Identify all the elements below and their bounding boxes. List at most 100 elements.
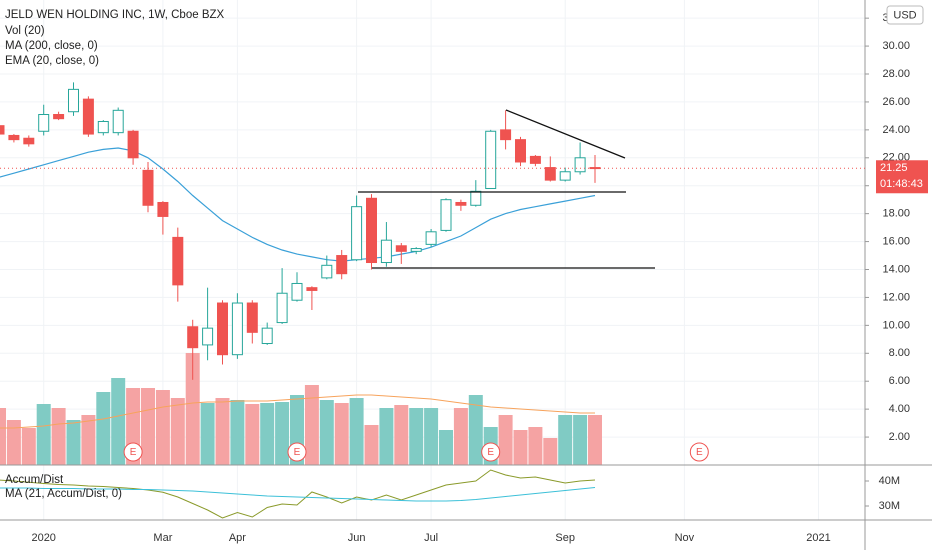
candle-body: [529, 155, 541, 164]
y-tick-label: 12.00: [882, 291, 910, 303]
y-tick-label: 2.00: [889, 431, 910, 443]
currency: USD: [893, 9, 916, 21]
candle-body: [321, 264, 333, 279]
candle-body: [157, 201, 169, 217]
volume-bar: [200, 403, 215, 465]
volume-bar: [558, 415, 573, 465]
volume-bar: [51, 408, 66, 465]
candle-body: [217, 302, 228, 356]
candle-body: [440, 199, 452, 231]
volume-bar: [334, 403, 349, 465]
candle-layer: [0, 82, 601, 380]
volume-bar: [81, 415, 96, 465]
currency-badge[interactable]: [886, 5, 924, 25]
x-tick-label: Sep: [555, 532, 575, 544]
earnings-marker: [287, 442, 307, 462]
candle-body: [97, 120, 109, 134]
candle-body: [574, 157, 586, 173]
legend-entry: Accum/Dist: [5, 474, 64, 486]
volume-bar: [66, 420, 81, 465]
earnings-marker: [123, 442, 143, 462]
line-layer: [0, 147, 596, 262]
volume-bar: [155, 390, 170, 465]
chart-title: JELD WEN HOLDING INC, 1W, Cboe BZX: [5, 9, 225, 21]
candle-body: [366, 197, 377, 264]
candle-body: [336, 255, 348, 275]
y-tick-label: 28.00: [882, 68, 910, 80]
x-tick-label: Apr: [229, 532, 246, 544]
candle-body: [351, 206, 363, 261]
candle-body: [410, 248, 422, 252]
earnings-marker: [689, 442, 709, 462]
last-price-label: 21.25: [880, 162, 908, 174]
candle-body: [202, 327, 214, 346]
volume-bar: [170, 398, 185, 465]
candle-body: [559, 171, 571, 181]
volume-bar: [96, 392, 111, 465]
volume-bar: [319, 400, 334, 465]
volume-bar: [573, 415, 588, 465]
y-tick-label: 30.00: [882, 40, 910, 52]
x-tick-label: 2021: [806, 532, 830, 544]
y-tick-label: 10.00: [882, 319, 910, 331]
candle-body: [455, 201, 467, 206]
volume-bar: [6, 420, 21, 465]
volume-bar: [0, 408, 6, 465]
candle-body: [470, 190, 482, 206]
volume-bar: [304, 385, 319, 465]
candle-body: [187, 326, 199, 349]
volume-bar: [349, 398, 364, 465]
y-tick-label: 14.00: [882, 263, 910, 275]
legend-entry: MA (21, Accum/Dist, 0): [5, 488, 122, 500]
legend-entry: Vol (20): [5, 25, 45, 37]
candle-body: [68, 88, 79, 113]
volume-bar: [588, 415, 602, 465]
volume-bar: [424, 408, 439, 465]
indicator-line: [0, 487, 596, 502]
candle-body: [425, 231, 437, 245]
volume-bar: [409, 408, 424, 465]
candle-body: [306, 287, 318, 291]
y-tick-label: 6.00: [889, 375, 910, 387]
candle-body: [544, 167, 556, 181]
candle-body: [142, 169, 154, 206]
earnings-marker: [481, 442, 501, 462]
volume-bar: [245, 404, 260, 465]
candle-body: [246, 302, 258, 333]
volume-bar: [394, 405, 409, 465]
volume-bar: [111, 378, 126, 465]
volume-bar: [543, 438, 558, 465]
volume-bar: [260, 403, 275, 465]
volume-bar: [215, 398, 230, 465]
candle-body: [291, 282, 303, 301]
indicator-line: [0, 469, 596, 519]
candle-body: [231, 302, 243, 356]
trend-line: [505, 109, 626, 159]
y-tick-label: 40M: [879, 475, 900, 487]
candle-body: [500, 129, 512, 141]
volume-bar: [453, 408, 468, 465]
y-tick-label: 16.00: [882, 235, 910, 247]
y-tick-label: 30M: [879, 500, 900, 512]
volume-bar: [275, 402, 290, 465]
volume-bar: [364, 425, 379, 465]
ema-line: [0, 147, 596, 262]
volume-bar: [185, 353, 200, 465]
volume-ma-line: [0, 394, 595, 429]
candle-body: [127, 130, 139, 159]
y-tick-label: 4.00: [889, 403, 910, 415]
candle-body: [0, 125, 5, 135]
candle-body: [261, 327, 273, 345]
earnings-label: E: [130, 447, 137, 458]
trend-lines: [358, 109, 655, 269]
y-tick-label: 8.00: [889, 347, 910, 359]
candle-body: [23, 137, 35, 145]
x-tick-label: 2020: [31, 532, 55, 544]
volume-bar: [513, 430, 528, 465]
earnings-label: E: [487, 447, 494, 458]
legend-entry: EMA (20, close, 0): [5, 55, 99, 67]
candle-body: [172, 236, 184, 286]
earnings-label: E: [294, 447, 301, 458]
